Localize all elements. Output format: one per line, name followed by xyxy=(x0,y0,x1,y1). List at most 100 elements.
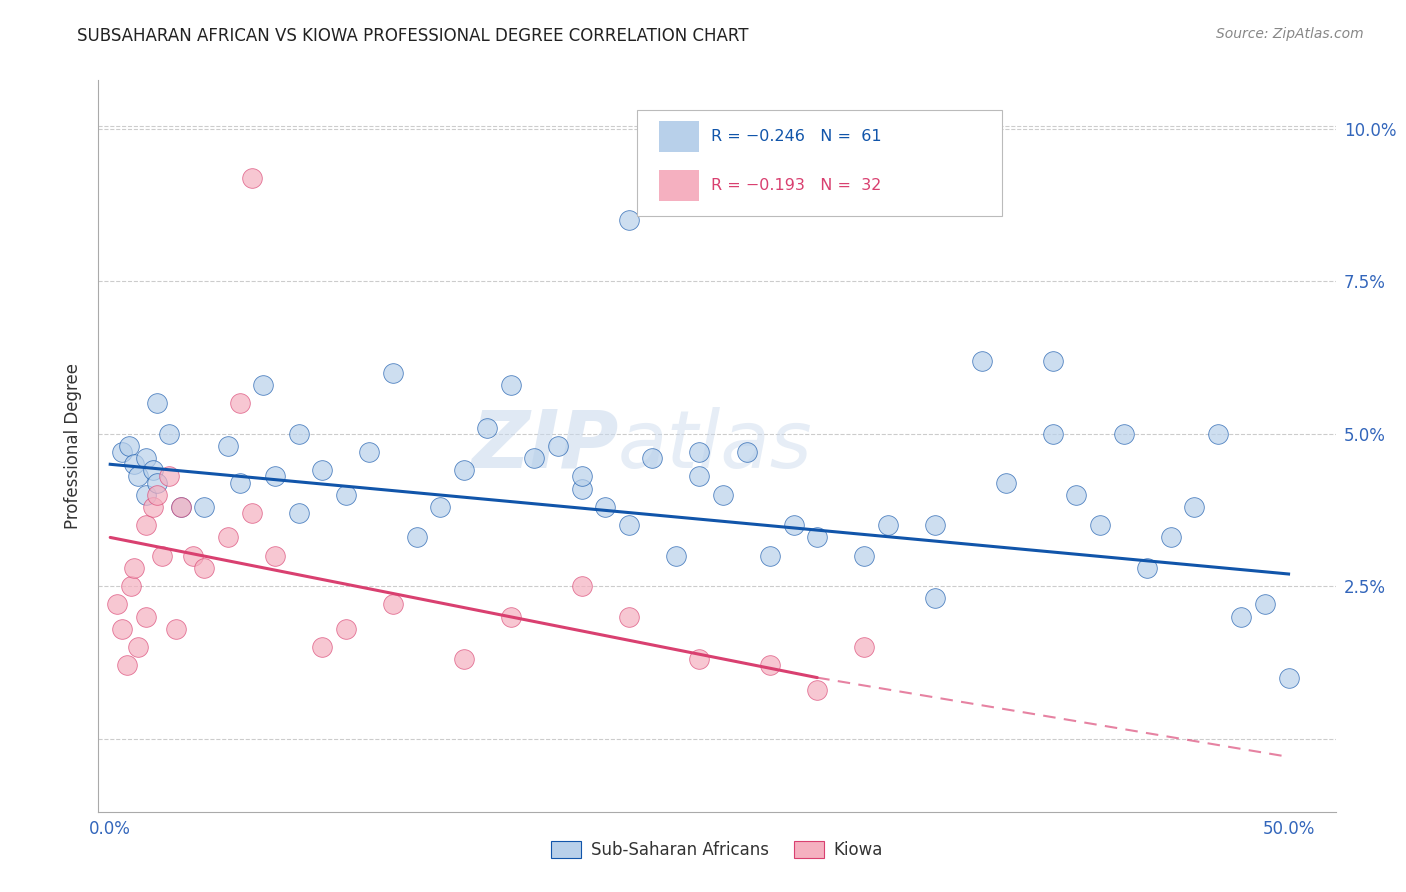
Text: R = −0.246   N =  61: R = −0.246 N = 61 xyxy=(711,129,882,145)
Point xyxy=(759,658,782,673)
Point xyxy=(240,170,263,185)
Point xyxy=(1088,518,1111,533)
Point xyxy=(853,640,876,655)
Point xyxy=(617,609,640,624)
Point xyxy=(688,445,710,459)
Point xyxy=(617,213,640,227)
Point xyxy=(735,445,758,459)
Point xyxy=(120,579,142,593)
Point xyxy=(593,500,616,514)
Point xyxy=(1112,426,1135,441)
Point xyxy=(1277,671,1299,685)
Point xyxy=(181,549,204,563)
Legend: Sub-Saharan Africans, Kiowa: Sub-Saharan Africans, Kiowa xyxy=(544,834,890,865)
Point xyxy=(135,451,157,466)
Point xyxy=(217,530,239,544)
Point xyxy=(382,366,405,380)
FancyBboxPatch shape xyxy=(659,170,699,201)
FancyBboxPatch shape xyxy=(637,110,1001,216)
Point xyxy=(877,518,900,533)
Point xyxy=(122,458,145,472)
Point xyxy=(994,475,1017,490)
Point xyxy=(1206,426,1229,441)
Point xyxy=(135,488,157,502)
Point xyxy=(571,579,593,593)
Point xyxy=(287,506,309,520)
Point xyxy=(359,445,381,459)
Point xyxy=(853,549,876,563)
Point xyxy=(571,482,593,496)
Point xyxy=(405,530,427,544)
Point xyxy=(1160,530,1182,544)
Text: atlas: atlas xyxy=(619,407,813,485)
Point xyxy=(759,549,782,563)
Point xyxy=(477,421,499,435)
Text: ZIP: ZIP xyxy=(471,407,619,485)
Point xyxy=(157,469,180,483)
Point xyxy=(571,469,593,483)
Text: Source: ZipAtlas.com: Source: ZipAtlas.com xyxy=(1216,27,1364,41)
Text: SUBSAHARAN AFRICAN VS KIOWA PROFESSIONAL DEGREE CORRELATION CHART: SUBSAHARAN AFRICAN VS KIOWA PROFESSIONAL… xyxy=(77,27,749,45)
Point xyxy=(453,463,475,477)
FancyBboxPatch shape xyxy=(659,121,699,152)
Point xyxy=(782,518,804,533)
Point xyxy=(264,469,287,483)
Point xyxy=(142,463,165,477)
Point xyxy=(118,439,141,453)
Point xyxy=(641,451,664,466)
Point xyxy=(429,500,451,514)
Point xyxy=(264,549,287,563)
Point xyxy=(311,640,333,655)
Point xyxy=(170,500,193,514)
Point xyxy=(135,609,157,624)
Point xyxy=(146,488,169,502)
Text: R = −0.193   N =  32: R = −0.193 N = 32 xyxy=(711,178,882,193)
Point xyxy=(142,500,165,514)
Point xyxy=(115,658,138,673)
Point xyxy=(1042,353,1064,368)
Point xyxy=(688,469,710,483)
Y-axis label: Professional Degree: Professional Degree xyxy=(65,363,83,529)
Point xyxy=(193,561,215,575)
Point xyxy=(335,622,357,636)
Point xyxy=(617,518,640,533)
Point xyxy=(335,488,357,502)
Point xyxy=(1066,488,1088,502)
Point xyxy=(499,378,522,392)
Point xyxy=(665,549,688,563)
Point xyxy=(111,622,134,636)
Point xyxy=(1254,598,1277,612)
Point xyxy=(157,426,180,441)
Point xyxy=(311,463,333,477)
Point xyxy=(453,652,475,666)
Point xyxy=(146,396,169,410)
Point xyxy=(135,518,157,533)
Point xyxy=(127,469,149,483)
Point xyxy=(122,561,145,575)
Point xyxy=(924,518,946,533)
Point xyxy=(240,506,263,520)
Point xyxy=(806,682,828,697)
Point xyxy=(688,652,710,666)
Point xyxy=(165,622,187,636)
Point xyxy=(217,439,239,453)
Point xyxy=(170,500,193,514)
Point xyxy=(229,475,252,490)
Point xyxy=(111,445,134,459)
Point xyxy=(499,609,522,624)
Point xyxy=(1182,500,1205,514)
Point xyxy=(711,488,734,502)
Point xyxy=(972,353,994,368)
Point xyxy=(127,640,149,655)
Point xyxy=(193,500,215,514)
Point xyxy=(523,451,546,466)
Point xyxy=(1136,561,1159,575)
Point xyxy=(146,475,169,490)
Point xyxy=(105,598,128,612)
Point xyxy=(252,378,274,392)
Point xyxy=(547,439,569,453)
Point xyxy=(229,396,252,410)
Point xyxy=(287,426,309,441)
Point xyxy=(924,591,946,606)
Point xyxy=(806,530,828,544)
